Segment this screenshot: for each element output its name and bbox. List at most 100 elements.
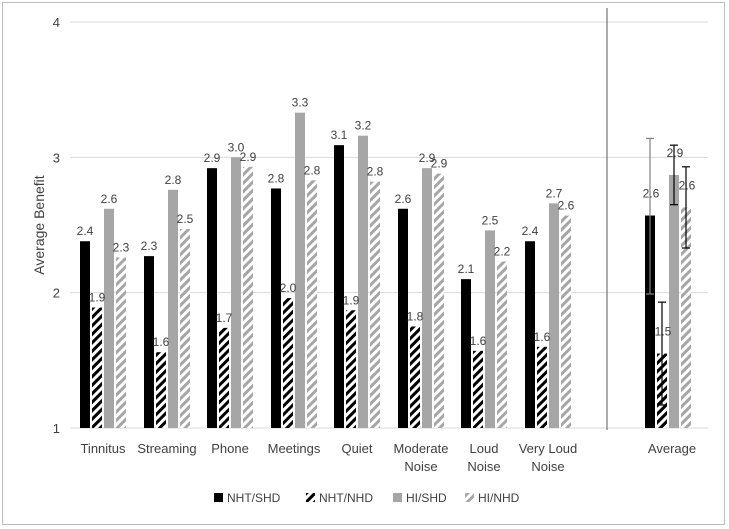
bar-nht-nhd-4 [346,310,356,428]
bar-hi-nhd-7 [561,215,571,428]
bar-nht-shd-5 [398,208,408,428]
data-label: 2.6 [395,192,412,206]
bar-nht-shd-6 [461,279,471,428]
bar-hi-shd-1 [168,189,178,428]
category-label: Phone [211,441,249,456]
data-label: 2.6 [679,178,696,192]
bar-hi-shd-3 [295,112,305,428]
bar-nht-nhd-7 [537,346,547,428]
data-label: 2.5 [177,212,194,226]
bar-hi-nhd-1 [180,229,190,428]
bar-nht-shd-0 [80,241,90,428]
bar-nht-nhd-3 [283,298,293,428]
category-label: Average [648,441,696,456]
bar-nht-shd-1 [144,256,154,428]
y-tick-4: 4 [53,15,60,30]
data-label: 2.0 [280,281,297,295]
category-label: Streaming [137,441,196,456]
legend: NHT/SHD NHT/NHD HI/SHD HI/NHD [214,491,520,505]
data-label: 2.9 [431,157,448,171]
bar-hi-shd-0 [104,208,114,428]
bar-nht-shd-2 [207,168,217,428]
data-label: 1.8 [407,310,424,324]
bar-hi-shd-7 [549,203,559,428]
legend-label: NHT/SHD [227,491,281,505]
bar-hi-nhd-0 [116,257,126,428]
data-label: 2.2 [494,245,511,259]
data-label: 2.3 [141,239,158,253]
data-label: 1.9 [343,293,360,307]
category-label: Very Loud [519,441,578,456]
category-label: Noise [531,459,564,474]
data-label: 3.2 [355,119,372,133]
data-label: 2.7 [546,186,563,200]
data-label: 2.8 [304,163,321,177]
y-axis-title: Average Benefit [31,175,47,274]
bar-nht-nhd-6 [473,350,483,428]
bar-hi-shd-5 [422,168,432,428]
category-label: Moderate [394,441,449,456]
legend-label: HI/NHD [478,491,520,505]
data-label: 2.3 [113,240,130,254]
y-tick-3: 3 [53,150,60,165]
legend-swatch [465,493,474,502]
data-label: 1.6 [534,330,551,344]
legend-swatch [306,493,315,502]
bar-average-0 [645,215,655,428]
legend-label: NHT/NHD [319,491,373,505]
data-label: 3.3 [292,96,309,110]
category-label: Loud [470,441,499,456]
bar-nht-shd-3 [271,188,281,428]
bar-nht-nhd-0 [92,307,102,428]
bar-nht-nhd-1 [156,352,166,428]
legend-label: HI/SHD [406,491,447,505]
data-label: 2.9 [419,151,436,165]
category-label: Meetings [268,441,321,456]
bar-hi-nhd-5 [434,173,444,428]
data-label: 2.9 [240,150,257,164]
category-labels: Tinnitus Streaming Phone Meetings Quiet Moder… [80,441,696,474]
bar-nht-shd-7 [525,241,535,428]
bar-hi-shd-6 [485,230,495,428]
data-label: 2.6 [643,187,660,201]
data-label: 2.8 [367,165,384,179]
bar-hi-nhd-4 [370,181,380,428]
y-axis-ticks: 1 2 3 4 [53,15,60,436]
data-label: 2.5 [482,213,499,227]
data-labels: 2.41.92.62.3 2.31.62.82.52.91.73.02.92.82… [77,96,696,350]
bar-hi-nhd-6 [497,261,507,428]
bar-average-2 [669,174,679,428]
data-label: 3.1 [331,128,348,142]
bars [80,112,691,429]
bar-hi-nhd-2 [243,166,253,428]
category-label: Tinnitus [80,441,126,456]
bar-hi-shd-4 [358,135,368,428]
data-label: 2.4 [522,224,539,238]
data-label: 2.9 [667,146,684,160]
data-label: 2.4 [77,224,94,238]
data-label: 2.9 [204,151,221,165]
category-label: Quiet [341,441,372,456]
bar-nht-nhd-2 [219,327,229,428]
data-label: 2.8 [165,173,182,187]
data-label: 2.6 [101,192,118,206]
data-label: 1.6 [470,334,487,348]
data-label: 1.6 [153,335,170,349]
data-label: 1.9 [89,291,106,305]
y-tick-2: 2 [53,286,60,301]
data-label: 2.6 [558,199,575,213]
data-label: 3.0 [228,140,245,154]
bar-hi-shd-2 [231,157,241,429]
y-tick-1: 1 [53,421,60,436]
legend-swatch [393,493,402,502]
bar-nht-shd-4 [334,145,344,429]
data-label: 1.7 [216,311,233,325]
bar-average-3 [681,207,691,428]
data-label: 1.5 [655,325,672,339]
category-label: Noise [467,459,500,474]
category-label: Noise [404,459,437,474]
bar-nht-nhd-5 [410,326,420,428]
data-label: 2.8 [268,171,285,185]
